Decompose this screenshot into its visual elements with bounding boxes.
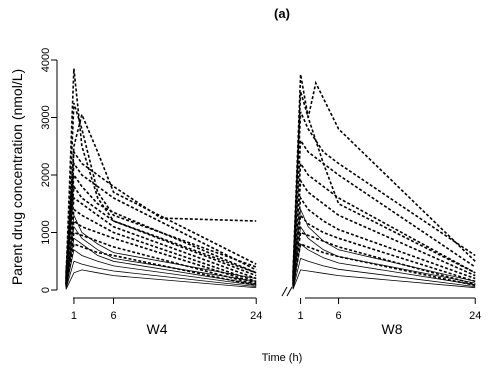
x-tick-label-w8-1: 6 — [335, 310, 341, 322]
y-axis: 0 1000 2000 3000 4000 — [40, 48, 58, 293]
series-w4-solid-4 — [65, 260, 257, 290]
y-axis-label: Parent drug concentration (nmol/L) — [9, 69, 25, 285]
series-w4-solid-5 — [65, 269, 257, 290]
x-tick-label-w4-2: 24 — [250, 310, 262, 322]
y-tick-label-2: 2000 — [40, 163, 52, 187]
series-w4-dashed-10 — [65, 231, 257, 286]
y-tick-label-3: 3000 — [40, 105, 52, 129]
y-tick-label-4: 4000 — [40, 48, 52, 72]
series-w4-dashed-7 — [65, 196, 257, 285]
series-w4-solid-1 — [65, 225, 257, 288]
series-w4-dashed-8 — [65, 208, 257, 285]
series-w4-dashed-3 — [65, 149, 257, 273]
series-w8-solid-3 — [292, 257, 476, 289]
series-w8-dashed-4 — [292, 161, 476, 282]
series-w4-solid-0 — [65, 213, 257, 288]
y-tick-label-0: 0 — [40, 287, 52, 293]
series-w8-dashed-5 — [292, 178, 476, 282]
chart-title: (a) — [274, 6, 290, 21]
series-w4-solid-2 — [65, 237, 257, 288]
x-axis-w4: 1 6 24 — [71, 297, 262, 322]
x-axis-w8: 1 6 24 — [298, 297, 481, 322]
series-w4-solid-3 — [65, 249, 257, 289]
x-tick-label-w8-2: 24 — [469, 310, 481, 322]
series-w8-dashed-8 — [292, 231, 476, 286]
series-w8-dashed-6 — [292, 195, 476, 285]
series-w4-dashed-5 — [65, 172, 257, 279]
series-w8-dashed-7 — [292, 213, 476, 285]
series-w8-solid-4 — [292, 269, 476, 290]
x-axis-label: Time (h) — [262, 352, 303, 364]
series-group-w4 — [65, 68, 257, 290]
series-w4-dashed-1 — [65, 102, 257, 285]
panel-label-w4: W4 — [147, 321, 168, 337]
axis-break-marker — [281, 286, 293, 297]
series-w4-dashed-9 — [65, 219, 257, 285]
x-tick-label-w4-1: 6 — [110, 310, 116, 322]
x-tick-label-w8-0: 1 — [298, 310, 304, 322]
series-w4-dashed-0 — [65, 68, 257, 279]
y-tick-label-1: 1000 — [40, 220, 52, 244]
series-group-w8 — [292, 74, 476, 290]
series-w4-dashed-2 — [65, 112, 257, 282]
series-w8-solid-1 — [292, 225, 476, 288]
series-w8-solid-0 — [292, 207, 476, 288]
series-w4-dashed-4 — [65, 161, 257, 276]
series-w8-solid-2 — [292, 243, 476, 289]
series-w8-dashed-0 — [292, 74, 476, 274]
panel-label-w8: W8 — [382, 321, 403, 337]
x-tick-label-w4-0: 1 — [71, 310, 77, 322]
series-w8-dashed-3 — [292, 138, 476, 279]
